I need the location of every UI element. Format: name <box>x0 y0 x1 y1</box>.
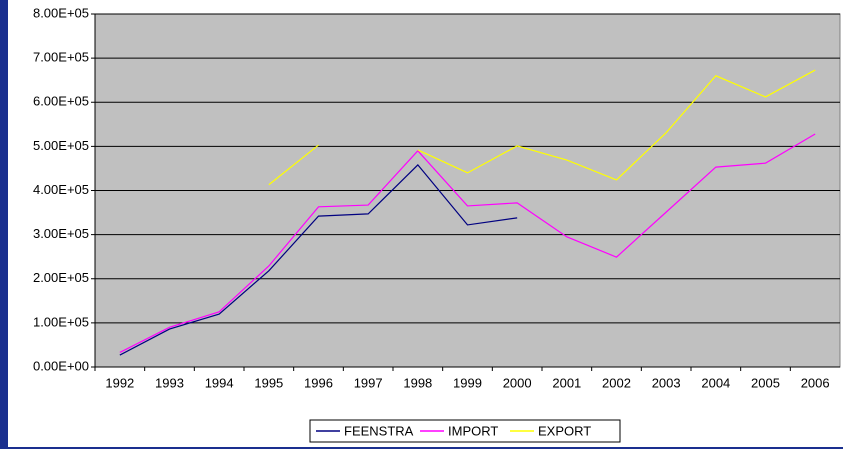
y-tick-label: 1.00E+05 <box>33 314 89 329</box>
y-tick-label: 6.00E+05 <box>33 94 89 109</box>
x-tick-label: 1993 <box>155 375 184 390</box>
x-tick-label: 2006 <box>801 375 830 390</box>
x-tick-label: 1992 <box>105 375 134 390</box>
x-tick-label: 1996 <box>304 375 333 390</box>
legend-label: FEENSTRA <box>344 423 414 438</box>
x-tick-label: 2005 <box>751 375 780 390</box>
x-tick-label: 1999 <box>453 375 482 390</box>
x-tick-label: 2003 <box>652 375 681 390</box>
line-series <box>119 164 518 356</box>
y-tick-label: 4.00E+05 <box>33 182 89 197</box>
legend-box <box>309 419 621 443</box>
x-tick-label: 2004 <box>701 375 730 390</box>
x-tick-label: 1994 <box>205 375 234 390</box>
legend-label: EXPORT <box>538 423 591 438</box>
x-tick-label: 1997 <box>354 375 383 390</box>
y-tick-label: 3.00E+05 <box>33 226 89 241</box>
x-tick-label: 2000 <box>503 375 532 390</box>
x-tick-label: 1998 <box>403 375 432 390</box>
x-tick-label: 2001 <box>552 375 581 390</box>
y-tick-label: 0.00E+00 <box>33 358 89 373</box>
line-series <box>119 133 816 353</box>
side-strip <box>0 0 8 449</box>
y-tick-label: 2.00E+05 <box>33 270 89 285</box>
x-tick-label: 1995 <box>254 375 283 390</box>
x-tick-label: 2002 <box>602 375 631 390</box>
y-tick-label: 7.00E+05 <box>33 50 89 65</box>
y-tick-label: 8.00E+05 <box>33 5 89 20</box>
y-tick-label: 5.00E+05 <box>33 138 89 153</box>
line-series <box>268 69 816 186</box>
legend-label: IMPORT <box>448 423 498 438</box>
